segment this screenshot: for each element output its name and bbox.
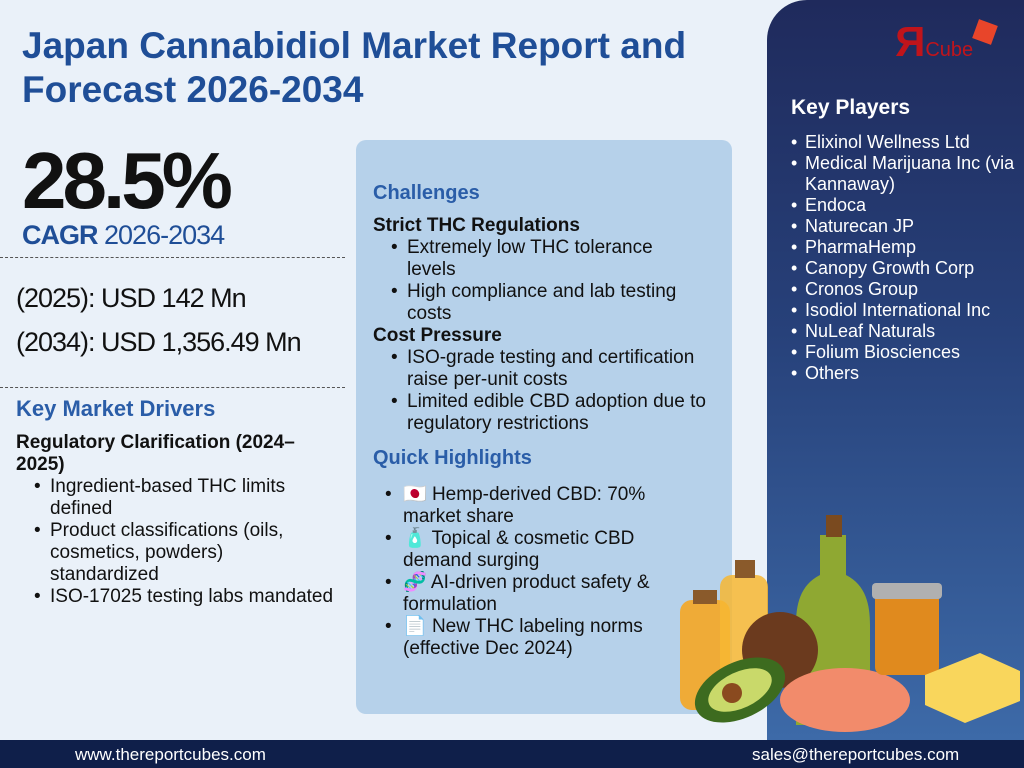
dna-icon: 🧬 [403, 572, 427, 593]
list-item: High compliance and lab testing costs [373, 281, 703, 325]
challenges-card: Challenges Strict THC Regulations Extrem… [356, 140, 732, 714]
key-player-item: NuLeaf Naturals [791, 321, 1016, 342]
cube-icon [972, 19, 998, 45]
key-player-item: Isodiol International Inc [791, 300, 1016, 321]
challenges-heading: Challenges [373, 182, 480, 204]
challenge-title: Cost Pressure [373, 325, 502, 346]
email-link[interactable]: sales@thereportcubes.com [752, 745, 960, 764]
website-link[interactable]: www.thereportcubes.com [75, 745, 266, 764]
cagr-label: CAGR 2026-2034 [22, 220, 225, 250]
list-item: Limited edible CBD adoption due to regul… [373, 391, 713, 435]
salmon-icon [780, 668, 910, 732]
key-player-item: Endoca [791, 195, 1016, 216]
drivers-heading: Key Market Drivers [16, 396, 216, 421]
list-item: Extremely low THC tolerance levels [373, 237, 703, 281]
jar-icon [875, 590, 939, 675]
market-size-2034: (2034): USD 1,356.49 Mn [16, 327, 302, 357]
list-item: 🧬 AI-driven product safety & formulation [373, 572, 673, 616]
cagr-value: 28.5% [22, 136, 233, 225]
key-player-item: Naturecan JP [791, 216, 1016, 237]
page-title: Japan Cannabidiol Market Report and Fore… [22, 25, 687, 110]
key-player-item: Canopy Growth Corp [791, 258, 1016, 279]
list-item: Ingredient-based THC limits defined [16, 476, 336, 520]
logo: RCube [895, 18, 974, 65]
divider [0, 387, 345, 388]
food-illustration [680, 515, 1020, 732]
list-item: 🇯🇵 Hemp-derived CBD: 70% market share [373, 484, 673, 528]
list-item: Product classifications (oils, cosmetics… [16, 520, 336, 586]
list-item: ISO-17025 testing labs mandated [16, 586, 336, 608]
divider [0, 257, 345, 258]
key-players-heading: Key Players [791, 96, 911, 119]
drivers-subheading: Regulatory Clarification (2024–2025) [16, 432, 295, 475]
key-player-item: Cronos Group [791, 279, 1016, 300]
key-player-item: Elixinol Wellness Ltd [791, 132, 1016, 153]
key-player-item: Medical Marijuana Inc (via Kannaway) [791, 153, 1016, 195]
key-player-item: Others [791, 363, 1016, 384]
market-size-2025: (2025): USD 142 Mn [16, 283, 247, 313]
list-item: 📄 New THC labeling norms (effective Dec … [373, 616, 673, 660]
footer: www.thereportcubes.com sales@thereportcu… [0, 740, 1024, 768]
list-item: 🧴 Topical & cosmetic CBD demand surging [373, 528, 673, 572]
highlights-heading: Quick Highlights [373, 447, 532, 469]
list-item: ISO-grade testing and certification rais… [373, 347, 713, 391]
japan-flag-icon: 🇯🇵 [403, 484, 427, 505]
key-market-drivers: Key Market Drivers Regulatory Clarificat… [16, 396, 336, 608]
document-icon: 📄 [403, 616, 427, 637]
butter-icon [925, 653, 1020, 723]
challenge-title: Strict THC Regulations [373, 215, 580, 236]
lotion-bottle-icon: 🧴 [403, 528, 427, 549]
key-player-item: Folium Biosciences [791, 342, 1016, 363]
key-player-item: PharmaHemp [791, 237, 1016, 258]
